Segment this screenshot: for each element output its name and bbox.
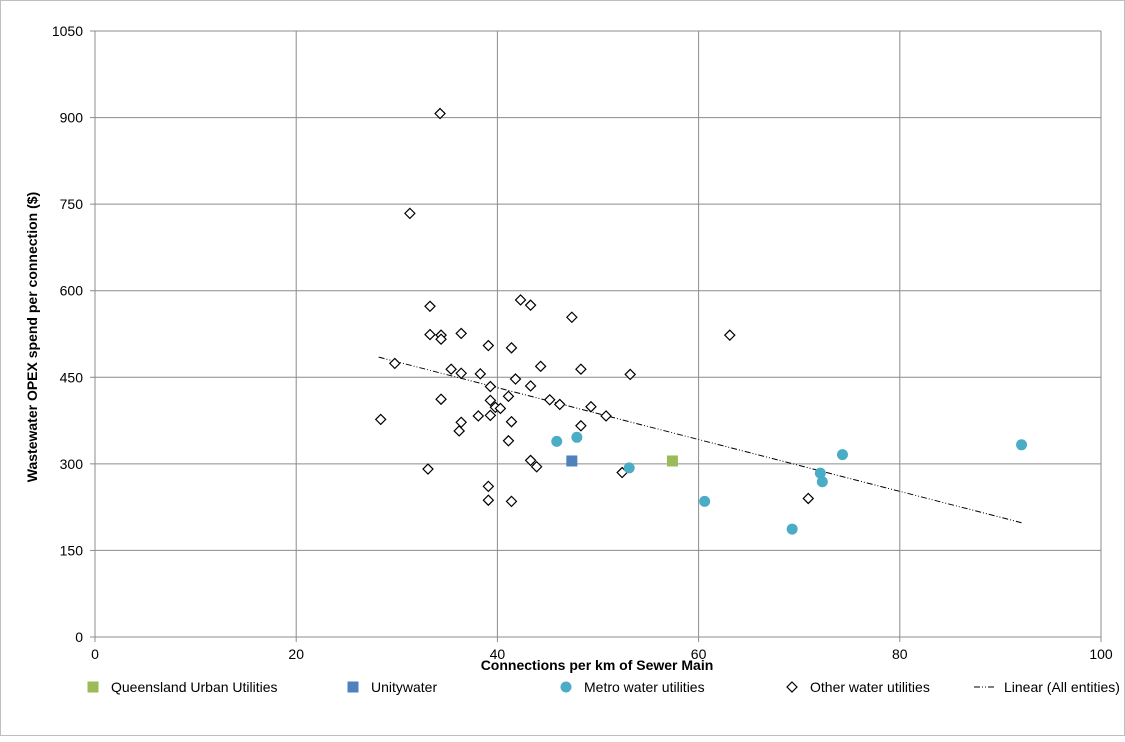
- x-tick-label: 100: [1089, 646, 1113, 662]
- point-metro-water-utilities: [571, 431, 583, 443]
- x-tick-label: 0: [91, 646, 99, 662]
- point-other-water-utilities: [455, 327, 468, 340]
- point-other-water-utilities: [575, 363, 587, 376]
- point-other-water-utilities: [524, 380, 537, 392]
- point-other-water-utilities: [484, 409, 497, 422]
- point-other-water-utilities: [524, 299, 537, 311]
- y-tick-label: 0: [75, 629, 83, 645]
- legend-swatch-unitywater: [347, 681, 359, 693]
- point-other-water-utilities: [534, 360, 547, 373]
- point-metro-water-utilities: [1016, 439, 1028, 451]
- point-other-water-utilities: [374, 413, 387, 426]
- y-tick-label: 900: [60, 110, 84, 126]
- legend-label-linear-all-entities: Linear (All entities): [1004, 679, 1120, 695]
- point-metro-water-utilities: [836, 449, 848, 461]
- point-other-water-utilities: [445, 363, 457, 376]
- y-axis-title: Wastewater OPEX spend per connection ($): [24, 192, 40, 482]
- point-other-water-utilities: [509, 373, 522, 385]
- point-metro-water-utilities: [551, 435, 563, 447]
- tick-labels: 0 150 300 450 600 750 900 1050 0 20 40 60 80 100: [52, 23, 1113, 662]
- point-other-water-utilities: [624, 368, 637, 381]
- point-other-water-utilities: [482, 494, 495, 507]
- point-other-water-utilities: [424, 328, 436, 341]
- point-other-water-utilities: [802, 492, 815, 505]
- point-other-water-utilities: [482, 339, 495, 352]
- legend-swatch-other-water-utilities: [786, 681, 798, 693]
- point-metro-water-utilities: [816, 476, 828, 488]
- point-other-water-utilities: [553, 398, 566, 411]
- axes: [90, 30, 1102, 642]
- point-other-water-utilities: [404, 207, 416, 220]
- point-other-water-utilities: [543, 393, 556, 406]
- point-metro-water-utilities: [623, 462, 635, 474]
- point-other-water-utilities: [575, 419, 587, 432]
- point-other-water-utilities: [472, 410, 485, 422]
- point-metro-water-utilities: [786, 523, 798, 535]
- y-tick-label: 300: [60, 456, 84, 472]
- point-other-water-utilities: [585, 400, 597, 413]
- x-tick-label: 60: [691, 646, 707, 662]
- y-tick-label: 1050: [52, 23, 83, 39]
- data-points-layer: [374, 107, 1028, 535]
- point-queensland-urban-utilities: [666, 455, 678, 467]
- point-other-water-utilities: [494, 402, 507, 415]
- point-unitywater: [566, 455, 578, 467]
- point-other-water-utilities: [434, 107, 446, 120]
- point-metro-water-utilities: [699, 495, 711, 507]
- point-other-water-utilities: [502, 390, 515, 403]
- x-tick-label: 80: [892, 646, 908, 662]
- point-other-water-utilities: [565, 311, 578, 324]
- x-axis-title: Connections per km of Sewer Main: [481, 657, 714, 673]
- y-tick-label: 450: [60, 369, 84, 385]
- y-tick-label: 750: [60, 196, 84, 212]
- point-other-water-utilities: [505, 415, 518, 428]
- point-other-water-utilities: [484, 394, 497, 407]
- legend-label-unitywater: Unitywater: [371, 679, 437, 695]
- point-other-water-utilities: [505, 495, 518, 508]
- legend-swatch-queensland-urban-utilities: [87, 681, 99, 693]
- point-other-water-utilities: [484, 380, 497, 393]
- trendline-layer: [378, 356, 1022, 524]
- point-other-water-utilities: [505, 342, 518, 354]
- point-other-water-utilities: [424, 300, 436, 313]
- legend: Queensland Urban Utilities Unitywater Metr…: [87, 679, 1120, 695]
- x-tick-label: 20: [288, 646, 304, 662]
- grid-lines: [95, 30, 1102, 637]
- legend-swatch-metro-water-utilities: [560, 681, 572, 693]
- y-tick-label: 150: [60, 542, 84, 558]
- point-other-water-utilities: [455, 416, 468, 429]
- point-other-water-utilities: [435, 333, 447, 346]
- point-other-water-utilities: [600, 410, 612, 422]
- y-tick-label: 600: [60, 283, 84, 299]
- point-other-water-utilities: [453, 425, 466, 437]
- point-other-water-utilities: [723, 329, 736, 342]
- point-metro-water-utilities: [814, 467, 826, 479]
- trendline-all-entities: [378, 356, 1022, 524]
- point-other-water-utilities: [455, 367, 468, 380]
- point-other-water-utilities: [422, 463, 434, 475]
- point-other-water-utilities: [388, 357, 401, 370]
- x-tick-label: 40: [490, 646, 506, 662]
- point-other-water-utilities: [530, 460, 543, 473]
- point-other-water-utilities: [435, 393, 447, 406]
- legend-label-queensland-urban-utilities: Queensland Urban Utilities: [111, 679, 278, 695]
- point-other-water-utilities: [502, 434, 515, 447]
- point-other-water-utilities: [514, 294, 527, 306]
- legend-label-metro-water-utilities: Metro water utilities: [584, 679, 705, 695]
- point-other-water-utilities: [524, 454, 537, 467]
- point-other-water-utilities: [482, 480, 495, 493]
- point-other-water-utilities: [474, 367, 487, 380]
- legend-label-other-water-utilities: Other water utilities: [810, 679, 930, 695]
